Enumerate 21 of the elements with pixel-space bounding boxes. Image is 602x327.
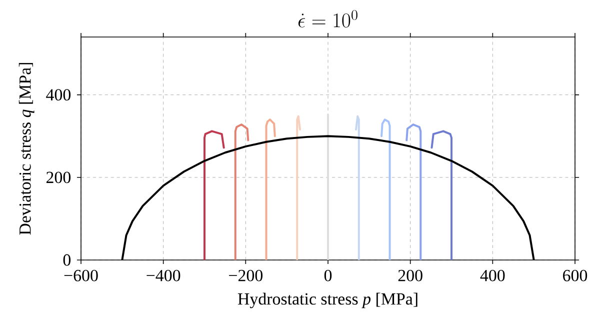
y-tick-label: 400 xyxy=(46,89,71,101)
x-tick-label: 0 xyxy=(324,270,332,282)
x-tick-label: 200 xyxy=(398,270,422,282)
line-series xyxy=(430,130,453,260)
x-tick-label: 600 xyxy=(563,270,588,282)
line-series xyxy=(265,118,276,260)
x-axis-title: Hydrostatic stress p [MPa] xyxy=(238,292,418,308)
line-series xyxy=(204,130,225,260)
x-tick-label: 400 xyxy=(480,270,505,282)
line-series xyxy=(406,124,422,260)
x-tick-label: −600 xyxy=(64,270,98,282)
x-tick-label: −200 xyxy=(229,270,263,282)
y-axis-title: Deviatoric stress q [MPa] xyxy=(18,62,34,235)
line-series xyxy=(234,124,250,260)
y-tick-label: 0 xyxy=(63,254,71,266)
line-series xyxy=(355,115,360,260)
chart-title: $\dot{\epsilon} = 10^0$ xyxy=(298,10,358,28)
y-tick-label: 200 xyxy=(46,172,71,184)
line-series xyxy=(296,115,302,260)
x-tick-label: −400 xyxy=(146,270,180,282)
line-series xyxy=(380,118,391,260)
